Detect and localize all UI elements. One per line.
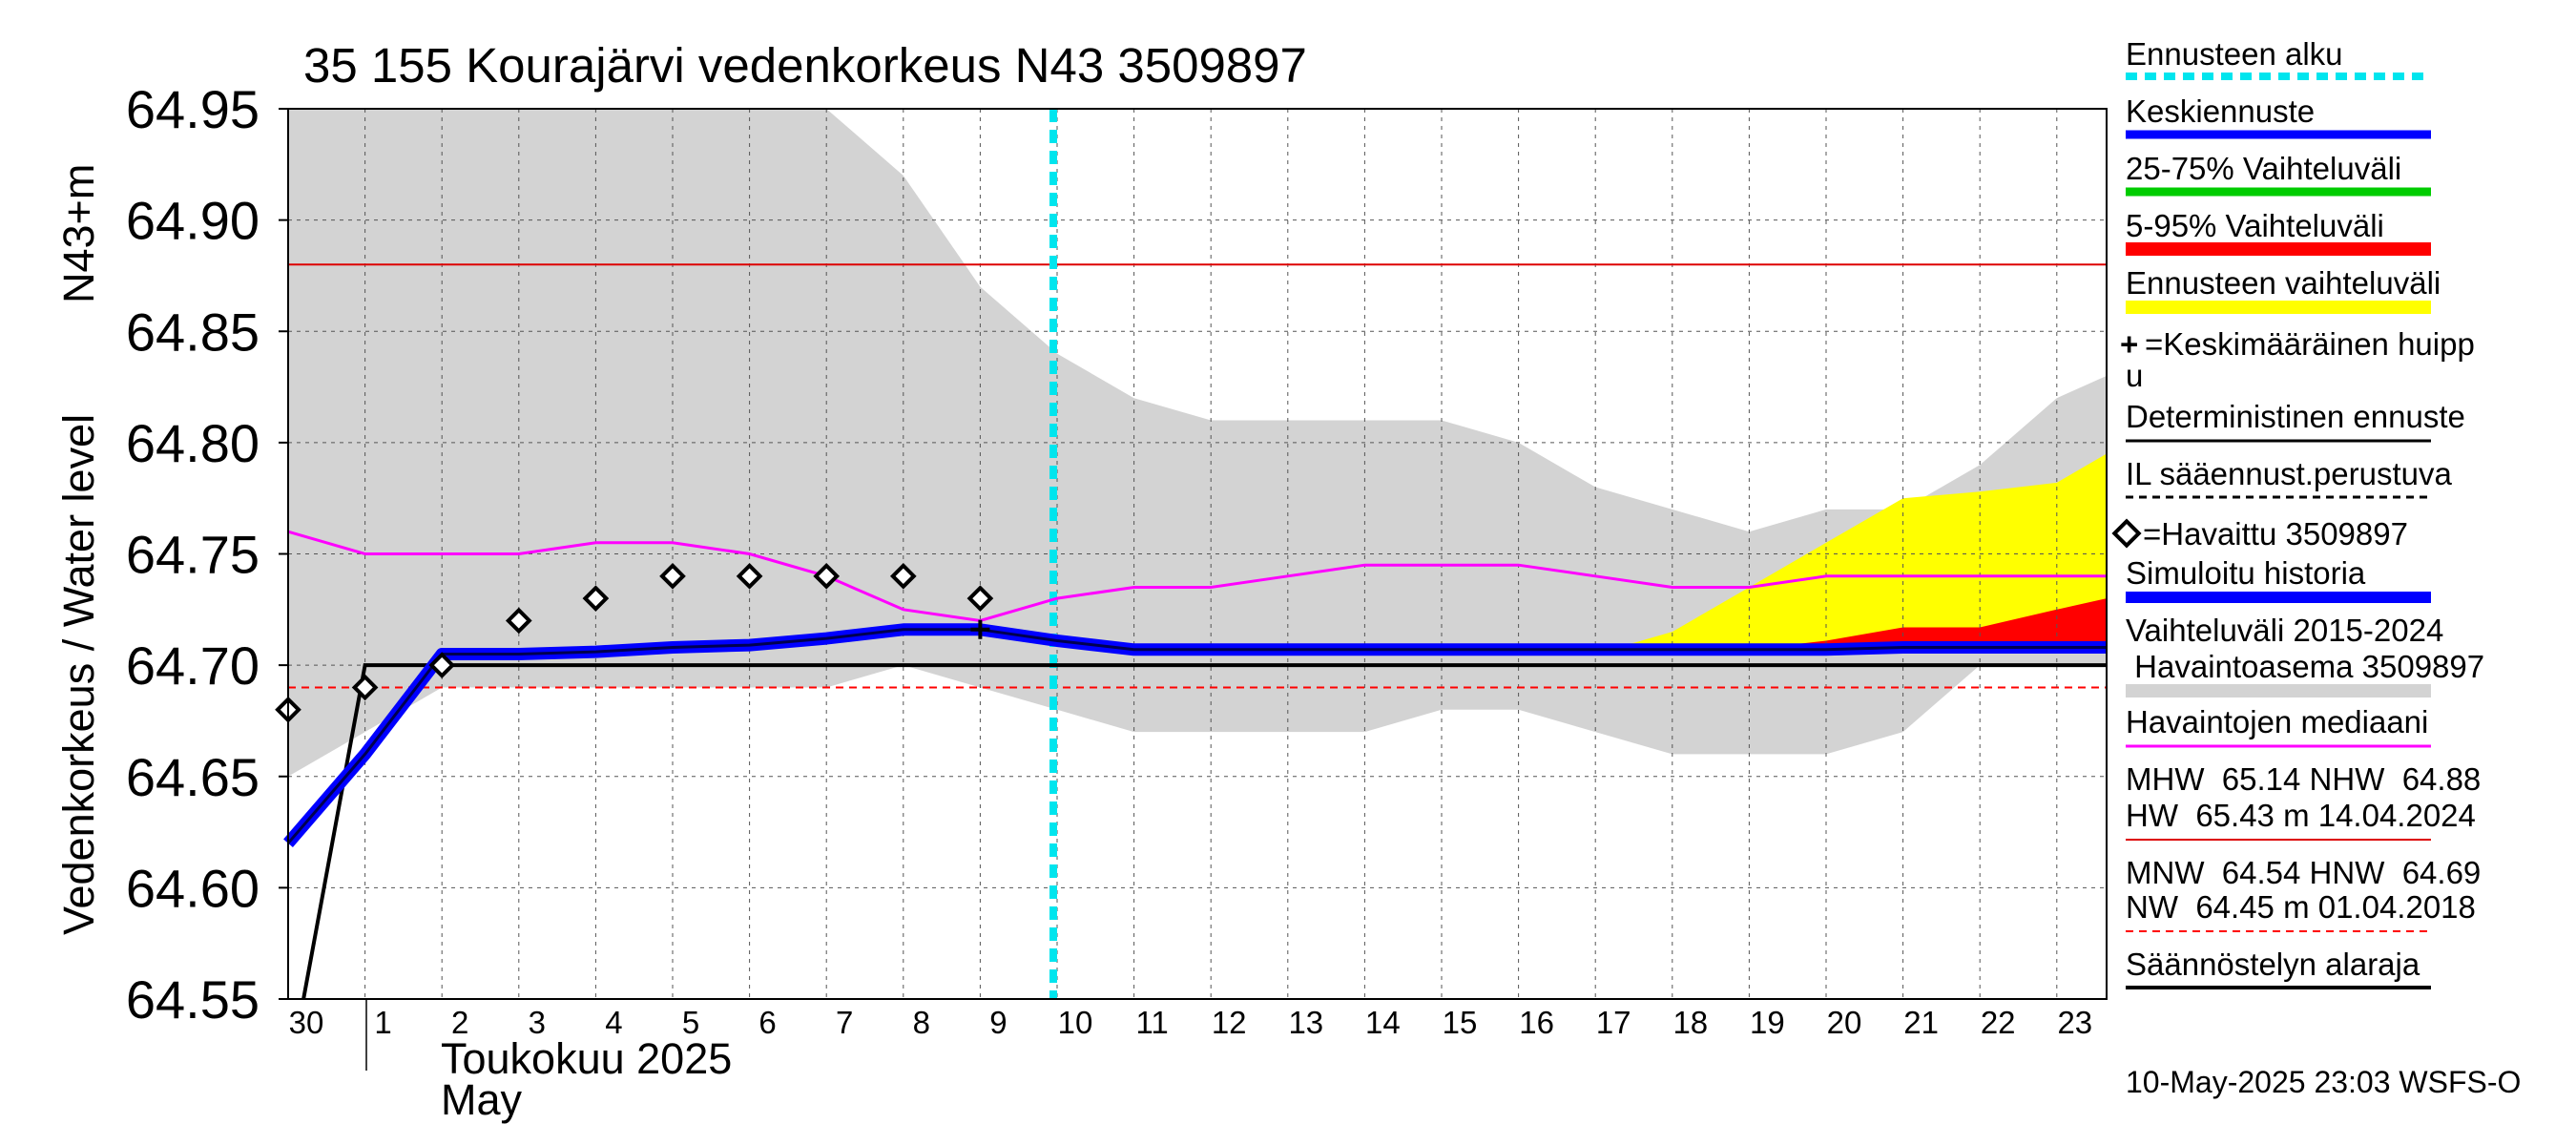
series-layer bbox=[275, 530, 2107, 1000]
y-tick-label: 64.65 bbox=[126, 747, 260, 807]
observed-point bbox=[659, 562, 686, 590]
legend-range-5-95-label: 5-95% Vaihteluväli bbox=[2126, 208, 2384, 243]
x-tick-label: 3 bbox=[529, 1005, 546, 1040]
x-tick-label: 21 bbox=[1903, 1005, 1939, 1040]
legend-mhw-label: MHW 65.14 NHW 64.88 bbox=[2126, 761, 2481, 797]
observed-point bbox=[582, 585, 610, 612]
observed-point bbox=[889, 562, 917, 590]
x-tick-label: 23 bbox=[2057, 1005, 2092, 1040]
legend-deterministic-label: Deterministinen ennuste bbox=[2126, 399, 2465, 434]
median-line bbox=[287, 530, 2107, 623]
x-tick-label: 18 bbox=[1672, 1005, 1708, 1040]
legend-forecast-range-label: Ennusteen vaihteluväli bbox=[2126, 265, 2441, 301]
y-tick-label: 64.85 bbox=[126, 302, 260, 362]
x-tick-label: 17 bbox=[1596, 1005, 1631, 1040]
x-axis-ticks: 30 1 2 3 4 5 6 7 8 9 10 11 12 13 14 15 16 17 18 19 20 21 22 23 bbox=[289, 1005, 2093, 1040]
x-tick-label: 9 bbox=[989, 1005, 1007, 1040]
legend-mean-forecast-label: Keskiennuste bbox=[2126, 94, 2315, 129]
observed-point bbox=[813, 562, 841, 590]
x-tick-label: 13 bbox=[1288, 1005, 1323, 1040]
legend-reg-min-label: Säännöstelyn alaraja bbox=[2126, 947, 2420, 982]
x-tick-label: 10 bbox=[1058, 1005, 1093, 1040]
observed-point bbox=[505, 607, 532, 635]
x-tick-label: 16 bbox=[1519, 1005, 1554, 1040]
x-tick-label: 6 bbox=[758, 1005, 776, 1040]
y-axis-label: Vedenkorkeus / Water level bbox=[54, 414, 103, 935]
deterministic-forecast-line bbox=[286, 628, 2107, 844]
legend-mnw-label: MNW 64.54 HNW 64.69 bbox=[2126, 855, 2481, 890]
x-tick-label: 1 bbox=[374, 1005, 391, 1040]
y-tick-label: 64.75 bbox=[126, 525, 260, 585]
legend-simulated-label: Simuloitu historia bbox=[2126, 555, 2366, 591]
regulation-limit-line bbox=[301, 663, 2107, 1000]
range-5-95-band bbox=[1672, 598, 2107, 650]
legend-nw-label: NW 64.45 m 01.04.2018 bbox=[2126, 889, 2476, 925]
y-tick-label: 64.70 bbox=[126, 635, 260, 696]
legend-observed-label: =Havaittu 3509897 bbox=[2143, 516, 2408, 552]
x-tick-label: 30 bbox=[289, 1005, 324, 1040]
legend-forecast-start-label: Ennusteen alku bbox=[2126, 36, 2343, 72]
x-tick-label: 2 bbox=[451, 1005, 468, 1040]
observed-point bbox=[966, 585, 994, 612]
x-tick-label: 15 bbox=[1443, 1005, 1478, 1040]
legend-range-25-75-label: 25-75% Vaihteluväli bbox=[2126, 151, 2401, 186]
y-tick-label: 64.90 bbox=[126, 191, 260, 251]
x-tick-label: 22 bbox=[1981, 1005, 2016, 1040]
hist-range-band bbox=[288, 109, 2107, 777]
legend-hist-range-station: Havaintoasema 3509897 bbox=[2126, 649, 2484, 684]
x-tick-label: 7 bbox=[836, 1005, 853, 1040]
y-tick-label: 64.60 bbox=[126, 858, 260, 918]
x-tick-label: 20 bbox=[1827, 1005, 1862, 1040]
month-label-en: May bbox=[441, 1075, 523, 1124]
mean-peak-marker bbox=[970, 619, 990, 639]
forecast-range-band bbox=[1595, 453, 2107, 650]
x-tick-label: 8 bbox=[913, 1005, 930, 1040]
x-tick-label: 5 bbox=[682, 1005, 699, 1040]
x-tick-label: 19 bbox=[1750, 1005, 1785, 1040]
observed-point bbox=[736, 562, 763, 590]
month-label-fi: Toukokuu 2025 bbox=[441, 1034, 732, 1083]
footer-timestamp: 10-May-2025 23:03 WSFS-O bbox=[2126, 1065, 2521, 1099]
observed-point bbox=[351, 674, 379, 701]
x-tick-label: 12 bbox=[1212, 1005, 1247, 1040]
x-tick-label: 4 bbox=[605, 1005, 622, 1040]
observed-point bbox=[428, 652, 456, 678]
legend-median-label: Havaintojen mediaani bbox=[2126, 704, 2428, 739]
legend-plus-icon: + bbox=[2120, 326, 2138, 362]
legend-mean-peak-label: =Keskimääräinen huipp bbox=[2145, 326, 2475, 362]
x-tick-label: 11 bbox=[1135, 1005, 1168, 1040]
y-tick-label: 64.55 bbox=[126, 969, 260, 1030]
legend-hw-label: HW 65.43 m 14.04.2024 bbox=[2126, 798, 2476, 833]
y-axis-unit: N43+m bbox=[54, 164, 103, 303]
chart-title: 35 155 Kourajärvi vedenkorkeus N43 35098… bbox=[303, 38, 1307, 93]
legend-il-forecast-label: IL sääennust.perustuva bbox=[2126, 456, 2452, 491]
x-tick-label: 14 bbox=[1365, 1005, 1401, 1040]
legend-mean-peak-label-cont: u bbox=[2126, 358, 2143, 393]
range-bands bbox=[288, 109, 2107, 777]
legend-hist-range-label: Vaihteluväli 2015-2024 bbox=[2126, 613, 2443, 648]
reference-lines bbox=[288, 109, 2107, 999]
y-tick-label: 64.80 bbox=[126, 413, 260, 473]
y-tick-label: 64.95 bbox=[126, 79, 260, 139]
legend: Ennusteen alku Keskiennuste 25-75% Vaiht… bbox=[2111, 36, 2484, 989]
legend-diamond-icon bbox=[2111, 518, 2142, 549]
y-axis-ticks: 64.95 64.90 64.85 64.80 64.75 64.70 64.65 64.60… bbox=[126, 79, 288, 1030]
